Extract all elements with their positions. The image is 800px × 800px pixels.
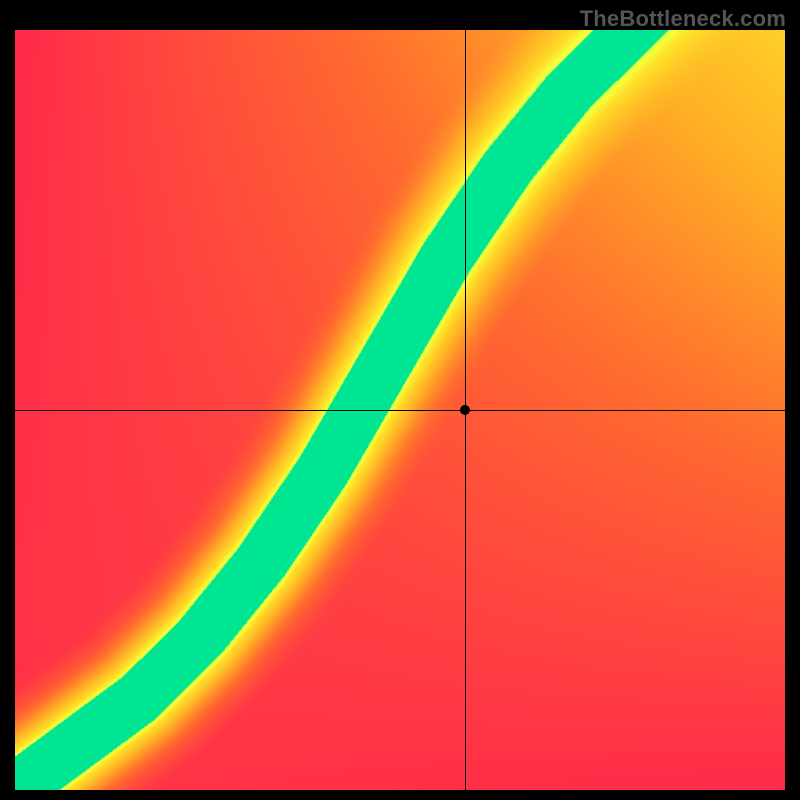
watermark-text: TheBottleneck.com	[580, 6, 786, 32]
selection-marker	[460, 405, 470, 415]
bottleneck-heatmap	[15, 30, 785, 790]
crosshair-horizontal	[15, 410, 785, 411]
